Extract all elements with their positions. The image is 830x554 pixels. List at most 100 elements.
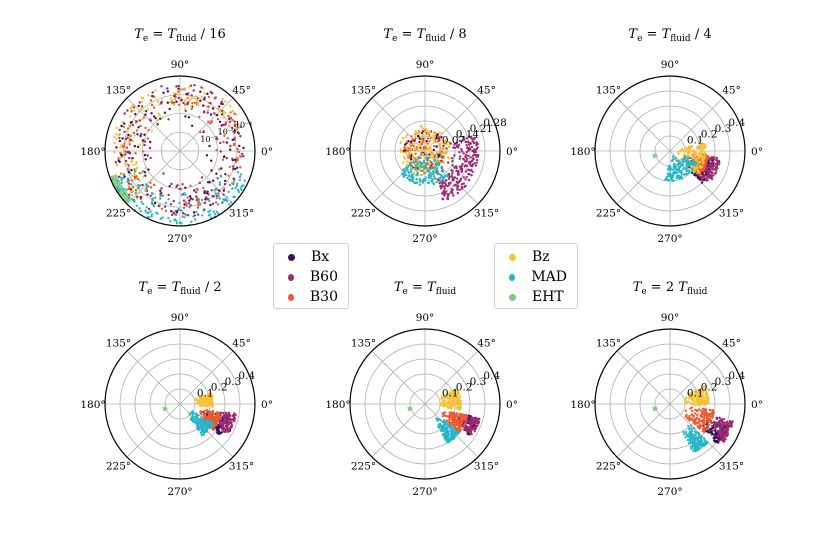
data-point-b30 <box>207 120 210 123</box>
data-point-bz <box>422 154 425 158</box>
data-point-b60 <box>231 126 234 129</box>
data-point-b30 <box>701 168 704 172</box>
data-point-mad <box>130 183 133 186</box>
data-point-b30 <box>450 411 453 414</box>
data-point-b30 <box>136 177 140 181</box>
data-point-b30 <box>197 204 200 207</box>
data-point-b60 <box>172 211 175 215</box>
data-point-b60 <box>462 152 465 155</box>
angular-grid-line <box>669 403 724 458</box>
data-point-b60 <box>721 431 724 434</box>
data-point-bz <box>200 397 204 400</box>
angle-tick-label: 270° <box>412 233 437 245</box>
data-point-b60 <box>455 141 459 144</box>
data-point-mad <box>228 183 232 187</box>
data-point-mad <box>694 449 697 453</box>
data-point-mad <box>239 186 242 190</box>
data-point-b30 <box>451 419 454 422</box>
data-point-mad <box>436 418 439 421</box>
data-point-mad <box>703 439 706 442</box>
data-point-b30 <box>701 411 704 415</box>
data-point-b30 <box>689 407 692 410</box>
data-point-bz <box>423 140 426 144</box>
data-point-bx <box>218 120 222 124</box>
data-point-mad <box>225 196 228 199</box>
data-point-bz <box>703 145 706 148</box>
data-point-bz <box>139 107 143 111</box>
data-point-bz <box>447 140 451 144</box>
data-point-b30 <box>688 414 691 417</box>
data-point-bz <box>141 118 144 121</box>
data-point-bz <box>154 89 157 92</box>
data-point-bz <box>198 404 202 407</box>
data-point-b30 <box>216 413 220 416</box>
data-point-bx <box>202 104 205 107</box>
data-point-b60 <box>147 207 151 211</box>
data-point-bz <box>237 122 240 126</box>
data-point-bz <box>399 141 402 145</box>
data-point-b60 <box>446 193 449 196</box>
data-point-mad <box>214 187 217 191</box>
radial-tick-label: 10⁻³ <box>200 135 218 144</box>
data-point-b60 <box>118 136 121 140</box>
data-point-mad <box>117 190 120 193</box>
data-point-bz <box>408 160 411 164</box>
data-point-bz <box>422 128 425 131</box>
data-point-mad <box>240 188 243 192</box>
data-point-b60 <box>221 428 224 431</box>
data-point-bz <box>699 387 703 390</box>
data-point-bx <box>129 121 133 124</box>
data-point-mad <box>207 420 210 423</box>
data-point-bz <box>133 109 136 112</box>
polar-panel-2: 0.070.140.210.28 0° 45° 90° 135° 180° 225° 270°… <box>325 27 518 245</box>
data-point-bz <box>428 145 432 148</box>
data-point-b30 <box>410 135 413 138</box>
data-point-mad <box>694 438 697 441</box>
data-point-b60 <box>117 175 121 178</box>
data-point-b30 <box>453 411 456 415</box>
data-point-b60 <box>451 170 454 173</box>
data-point-mad <box>410 176 413 179</box>
data-point-mad <box>145 206 148 209</box>
data-point-b60 <box>187 214 190 217</box>
angle-tick-label: 180° <box>80 399 105 411</box>
data-point-bx <box>183 203 186 206</box>
angle-tick-label: 225° <box>596 461 621 473</box>
data-point-bz <box>448 143 451 146</box>
data-point-bz <box>699 166 702 169</box>
data-point-b30 <box>144 126 147 130</box>
angle-tick-label: 45° <box>477 337 496 349</box>
data-point-b30 <box>695 409 699 412</box>
angle-tick-label: 135° <box>351 84 376 96</box>
data-point-bx <box>118 139 122 143</box>
data-point-b60 <box>712 161 715 164</box>
data-point-b60 <box>726 428 730 432</box>
data-point-b60 <box>195 191 198 194</box>
data-point-b60 <box>226 419 229 422</box>
panel-title: Te = Tfluid / 4 <box>628 27 711 44</box>
data-point-bz <box>402 161 405 164</box>
data-point-bz <box>208 400 211 403</box>
data-point-b30 <box>132 131 136 135</box>
data-point-b30 <box>453 425 457 428</box>
data-point-b30 <box>461 413 464 417</box>
data-point-bz <box>430 149 433 152</box>
angle-tick-label: 45° <box>722 337 741 349</box>
data-point-mad <box>440 429 443 433</box>
angular-grid-line <box>371 403 426 458</box>
data-point-b60 <box>169 203 173 206</box>
data-point-b30 <box>234 160 238 164</box>
data-point-mad <box>237 190 241 194</box>
data-point-b60 <box>447 161 450 164</box>
data-point-mad <box>452 433 456 436</box>
data-point-b30 <box>182 206 186 210</box>
data-point-mad <box>680 173 683 176</box>
data-point-b60 <box>223 182 227 186</box>
data-point-bx <box>425 140 428 143</box>
data-point-mad <box>236 188 240 192</box>
data-point-mad <box>189 411 193 414</box>
data-point-b30 <box>457 419 460 422</box>
data-point-bx <box>120 124 123 128</box>
data-point-bx <box>136 133 139 136</box>
data-point-bz <box>207 397 210 400</box>
